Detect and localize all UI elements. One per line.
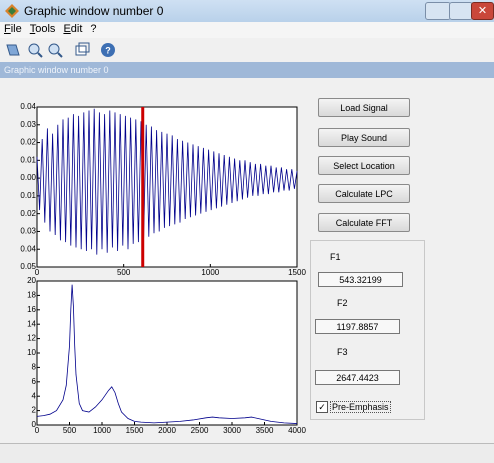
- x-tick-label: 2500: [191, 426, 209, 435]
- y-tick-label: 8: [32, 363, 37, 372]
- x-tick-label: 500: [117, 268, 131, 277]
- menu-item[interactable]: ?: [90, 23, 97, 35]
- y-tick-label: 0: [32, 420, 37, 429]
- y-tick-label: 0.00: [20, 173, 36, 182]
- rotate-icon[interactable]: [6, 44, 20, 56]
- zoom-out-icon[interactable]: [48, 43, 63, 58]
- x-tick-label: 0: [35, 426, 40, 435]
- x-tick-label: 1000: [93, 426, 111, 435]
- y-tick-label: 4: [32, 391, 37, 400]
- x-tick-label: 4000: [288, 426, 306, 435]
- x-tick-label: 1000: [201, 268, 219, 277]
- button[interactable]: Calculate LPC: [318, 184, 410, 203]
- plots: 0.04 0.03 0.02 0.01 0.00 0.01 0.02 0.03 0.04 0.05…: [20, 102, 306, 435]
- menu-item[interactable]: File: [4, 23, 22, 35]
- menu-item[interactable]: Edit: [63, 23, 83, 35]
- signal-line: [36, 284, 298, 424]
- help-icon[interactable]: ?: [101, 43, 115, 57]
- y-tick-label: 0.01: [20, 191, 36, 200]
- x-tick-label: 1500: [126, 426, 144, 435]
- toolbar-icons: ?: [6, 42, 115, 58]
- svg-text:?: ?: [105, 45, 111, 55]
- app-icon: [5, 4, 19, 18]
- formant-value[interactable]: 2647.4423: [315, 370, 400, 385]
- menu-item[interactable]: Tools: [29, 23, 56, 35]
- x-tick-label: 3000: [223, 426, 241, 435]
- button[interactable]: Select Location: [318, 156, 410, 175]
- y-tick-label: 0.03: [20, 120, 36, 129]
- title-bar: Graphic window number 0 ✕: [0, 0, 494, 22]
- window-title: Graphic window number 0: [24, 4, 164, 18]
- y-tick-label: 6: [32, 377, 37, 386]
- formant-label: F2: [337, 298, 348, 308]
- button[interactable]: Calculate FFT: [318, 213, 410, 232]
- y-tick-label: 0.01: [20, 155, 36, 164]
- signal-line: [36, 108, 298, 255]
- y-tick-label: 0.02: [20, 138, 36, 147]
- x-tick-label: 3500: [256, 426, 274, 435]
- y-tick-label: 18: [27, 291, 36, 300]
- formant-value[interactable]: 1197.8857: [315, 319, 400, 334]
- x-tick-label: 500: [63, 426, 77, 435]
- y-tick-label: 20: [27, 276, 36, 285]
- menu-bar: File Tools Edit?: [0, 22, 494, 38]
- y-tick-label: 16: [27, 305, 36, 314]
- y-tick-label: 0.05: [20, 262, 36, 271]
- y-tick-label: 0.04: [20, 102, 36, 111]
- y-tick-label: 12: [27, 334, 36, 343]
- formant-label: F3: [337, 347, 348, 357]
- x-tick-label: 0: [35, 268, 40, 277]
- y-tick-label: 0.03: [20, 227, 36, 236]
- button[interactable]: Load Signal: [318, 98, 410, 117]
- button[interactable]: Play Sound: [318, 128, 410, 147]
- y-tick-label: 0.04: [20, 244, 36, 253]
- figure-title: Graphic window number 0: [0, 62, 494, 78]
- x-tick-label: 2000: [158, 426, 176, 435]
- checkbox[interactable]: ✓: [316, 401, 328, 413]
- window-icon[interactable]: [75, 42, 90, 56]
- plot-area: [36, 280, 298, 426]
- y-tick-label: 0.02: [20, 209, 36, 218]
- status-bar: [0, 443, 494, 463]
- formant-label: F1: [330, 252, 341, 262]
- y-tick-label: 2: [32, 406, 37, 415]
- formant-value[interactable]: 543.32199: [318, 272, 403, 287]
- x-tick-label: 1500: [288, 268, 306, 277]
- checkbox-label[interactable]: Pre-Emphasis: [330, 401, 391, 413]
- y-tick-label: 10: [27, 348, 36, 357]
- zoom-in-icon[interactable]: [28, 43, 43, 58]
- formant-panel: [310, 240, 425, 420]
- y-tick-label: 14: [27, 319, 36, 328]
